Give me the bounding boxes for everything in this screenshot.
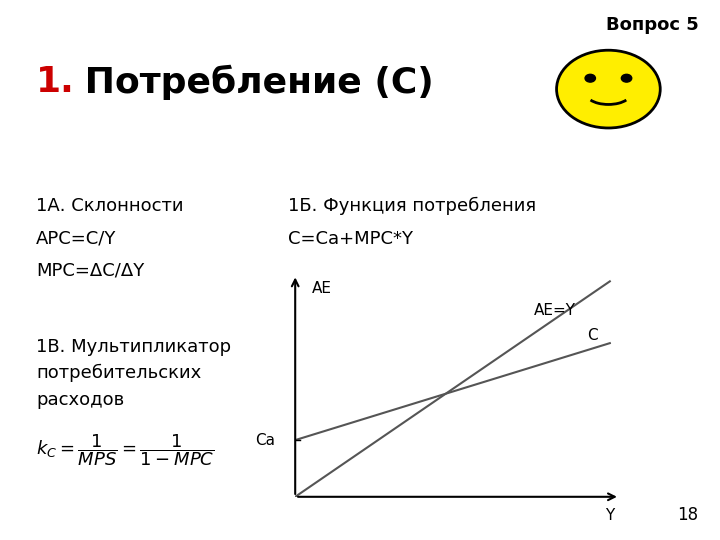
Text: 1В. Мультипликатор
потребительских
расходов: 1В. Мультипликатор потребительских расхо… <box>36 338 231 409</box>
Text: 18: 18 <box>678 506 698 524</box>
Text: $k_C = \dfrac{1}{MPS} = \dfrac{1}{1 - MPC}$: $k_C = \dfrac{1}{MPS} = \dfrac{1}{1 - MP… <box>36 432 215 468</box>
Text: APC=C/Y: APC=C/Y <box>36 230 117 247</box>
Text: 1.: 1. <box>36 65 75 99</box>
Text: C=Ca+MPC*Y: C=Ca+MPC*Y <box>288 230 413 247</box>
Text: C: C <box>587 328 598 343</box>
Circle shape <box>585 75 595 82</box>
Text: Ca: Ca <box>256 433 275 448</box>
Circle shape <box>557 50 660 128</box>
Text: 1А. Склонности: 1А. Склонности <box>36 197 184 215</box>
Text: AE=Y: AE=Y <box>534 303 576 318</box>
Text: 1Б. Функция потребления: 1Б. Функция потребления <box>288 197 536 215</box>
Circle shape <box>621 75 631 82</box>
Text: MPC=ΔC/ΔY: MPC=ΔC/ΔY <box>36 262 144 280</box>
Text: Потребление (С): Потребление (С) <box>72 65 433 100</box>
Text: AE: AE <box>312 281 332 296</box>
Text: Вопрос 5: Вопрос 5 <box>606 16 698 34</box>
Text: Y: Y <box>606 508 614 523</box>
